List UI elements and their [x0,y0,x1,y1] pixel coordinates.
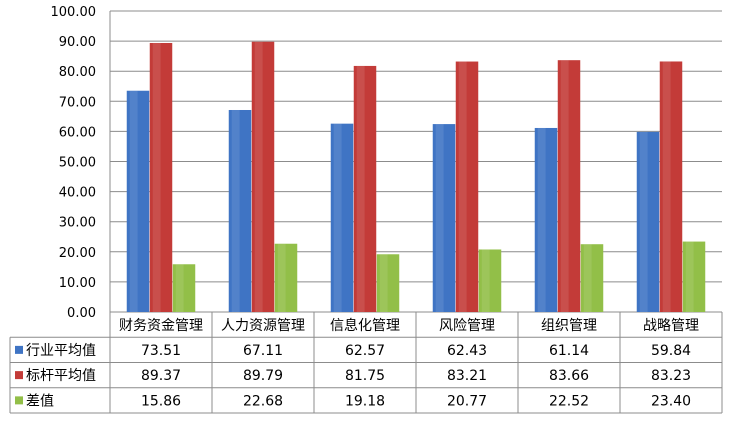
bar-highlight [481,249,490,312]
bar-行业平均值-组织管理 [534,127,558,312]
bar-highlight [537,127,546,312]
data-label: 59.84 [651,343,691,359]
bar-差值-战略管理 [682,241,706,312]
data-label: 22.52 [549,393,589,409]
data-label: 23.40 [651,393,691,409]
bars [126,41,706,313]
legend-label: 差值 [26,393,54,409]
data-label: 83.66 [549,368,589,384]
y-tick-label: 90.00 [59,35,96,50]
data-label: 19.18 [345,393,385,409]
bar-highlight [175,264,184,312]
bar-差值-信息化管理 [376,254,400,312]
bar-差值-人力资源管理 [274,243,298,312]
bar-差值-财务资金管理 [172,264,196,312]
data-label: 83.21 [447,368,487,384]
category-label: 风险管理 [439,318,495,334]
bar-highlight [685,241,694,312]
y-tick-label: 20.00 [59,246,96,261]
data-label: 89.79 [243,368,283,384]
category-label: 组织管理 [541,318,597,334]
data-label: 15.86 [141,393,181,409]
legend-key [15,345,23,354]
bar-highlight [435,124,444,313]
data-label: 61.14 [549,343,589,359]
data-label: 67.11 [243,343,283,359]
bar-标杆平均值-财务资金管理 [149,42,173,312]
data-label: 89.37 [141,368,181,384]
bar-标杆平均值-风险管理 [455,61,479,312]
bar-highlight [231,109,240,312]
category-label: 人力资源管理 [221,318,305,334]
bar-highlight [639,131,648,312]
gridlines [109,10,722,313]
bar-highlight [662,61,671,313]
data-label: 22.68 [243,393,283,409]
legend-label: 标杆平均值 [26,368,96,384]
y-tick-label: 10.00 [59,276,96,291]
bar-highlight [277,243,286,312]
bar-行业平均值-战略管理 [636,131,660,312]
y-tick-label: 100.00 [51,5,97,20]
bar-highlight [458,61,467,312]
bar-highlight [254,41,263,312]
y-tick-label: 50.00 [59,156,96,171]
legend-key [15,371,23,380]
bar-行业平均值-信息化管理 [330,123,354,312]
data-label: 62.43 [447,343,487,359]
category-label: 财务资金管理 [119,318,203,334]
data-label: 81.75 [345,368,385,384]
y-axis-tick-labels: 0.00 10.00 20.00 30.00 40.00 50.00 60.00 70.00 8… [51,5,97,321]
legend-label: 行业平均值 [26,343,96,359]
bar-highlight [583,244,592,312]
y-tick-label: 80.00 [59,65,96,80]
bar-行业平均值-财务资金管理 [126,90,150,313]
y-tick-label: 40.00 [59,186,96,201]
bar-行业平均值-人力资源管理 [228,109,252,312]
bar-标杆平均值-信息化管理 [353,65,377,313]
y-tick-label: 70.00 [59,95,96,110]
bar-highlight [152,42,161,312]
category-label: 信息化管理 [330,317,400,334]
bar-highlight [356,65,365,313]
bar-highlight [333,123,342,312]
category-label: 战略管理 [643,318,699,334]
bar-差值-组织管理 [580,244,604,312]
data-label: 83.23 [651,368,691,384]
bar-标杆平均值-组织管理 [557,60,581,313]
y-tick-label: 30.00 [59,216,96,231]
bar-highlight [129,90,138,313]
bar-标杆平均值-战略管理 [659,61,683,313]
y-tick-label: 0.00 [67,306,96,321]
bar-差值-风险管理 [478,249,502,312]
bar-highlight [560,60,569,313]
data-label: 73.51 [141,343,181,359]
data-label: 20.77 [447,393,487,409]
y-tick-label: 60.00 [59,125,96,140]
data-label: 62.57 [345,343,385,359]
bar-highlight [379,254,388,312]
legend-key [15,396,23,405]
bar-标杆平均值-人力资源管理 [251,41,275,312]
bar-行业平均值-风险管理 [432,124,456,313]
